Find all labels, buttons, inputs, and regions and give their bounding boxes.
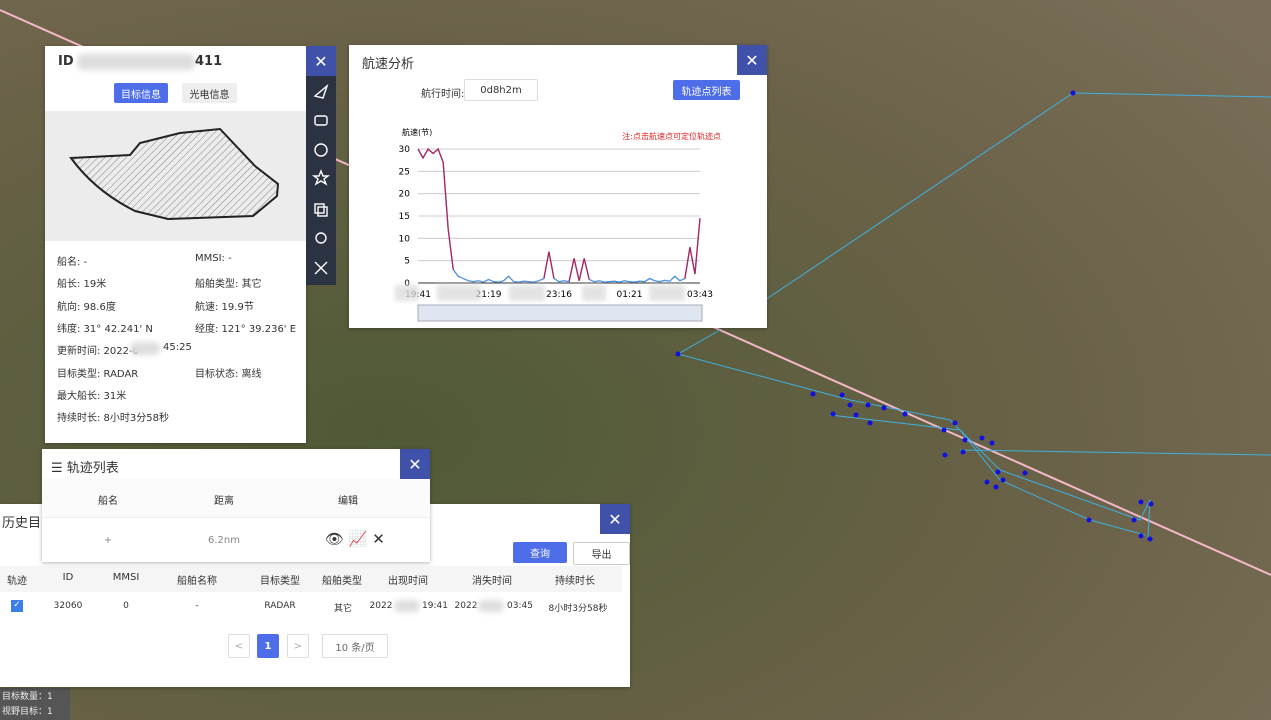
field: MMSI: -	[195, 253, 232, 264]
tab-active[interactable]: 目标信息	[114, 83, 168, 103]
next[interactable]: >	[287, 634, 309, 658]
field: 船名: -	[57, 257, 88, 268]
status-text: 视野目标：1	[2, 707, 53, 717]
close-button[interactable]: ✕	[400, 449, 430, 479]
y-tick-label: 30	[399, 145, 411, 155]
toolbar: ✕	[306, 46, 336, 285]
column-header: ID	[62, 572, 74, 583]
blur	[130, 342, 160, 356]
close-button[interactable]: ✕	[600, 504, 630, 534]
header-bg	[0, 566, 622, 592]
cell: 19:41	[422, 601, 448, 611]
close-button[interactable]: ✕	[737, 45, 767, 75]
cell: 8小时3分58秒	[548, 604, 608, 614]
query-button[interactable]: 查询	[513, 542, 567, 563]
y-tick-label: 20	[399, 190, 411, 200]
x-tick-label: 03:43	[687, 290, 713, 300]
blur	[77, 54, 195, 70]
blur	[437, 285, 481, 301]
id-label: ID	[58, 54, 74, 69]
field: 更新时间: 2022-0	[57, 346, 139, 358]
cell: 2022	[369, 601, 393, 611]
field: 目标状态: 离线	[195, 368, 262, 380]
annotation: 注:点击航速点可定位轨迹点	[622, 131, 721, 141]
field: 船舶类型: 其它	[195, 279, 262, 291]
blur	[582, 285, 606, 301]
column-header: 船舶名称	[177, 576, 217, 587]
page[interactable]: 1	[257, 634, 279, 658]
status-text: 目标数量：1	[2, 692, 53, 702]
column-header: 船名	[98, 496, 118, 507]
panel-title: 历史目	[2, 516, 42, 531]
speed-chart: 航速(节)注:点击航速点可定位轨迹点05101520253019:4121:19…	[395, 127, 721, 322]
speed-line	[417, 147, 701, 283]
track-point-button[interactable]: 轨迹点列表	[673, 80, 740, 100]
info-panel: ID 411 目标信息 光电信息船名: - MMSI: - 船长: 19米 船舶类型: 其它…	[45, 46, 306, 443]
x-tick-label: 23:16	[546, 290, 572, 300]
x-tick-label: 01:21	[617, 290, 643, 300]
field: 目标类型: RADAR	[57, 368, 139, 380]
toolbar-icons[interactable]	[306, 76, 336, 285]
panel-title: ☰ 轨迹列表	[51, 461, 119, 476]
column-header: 目标类型	[260, 576, 300, 587]
field: 经度: 121° 39.236' E	[195, 323, 297, 335]
cell: 32060	[53, 601, 83, 611]
field: 纬度: 31° 42.241' N	[57, 323, 153, 335]
zoom-slider	[417, 304, 703, 322]
export-button[interactable]: 导出	[573, 542, 630, 565]
edit-icons[interactable]: 👁 📈 ✕	[325, 530, 385, 548]
column-header: 轨迹	[7, 576, 27, 587]
field: 航向: 98.6度	[57, 301, 116, 313]
column-header: 距离	[214, 496, 234, 507]
prev[interactable]: <	[228, 634, 250, 658]
cell: 2022	[454, 601, 478, 611]
id-tail: 411	[195, 54, 223, 69]
field: 船长: 19米	[57, 279, 107, 291]
column-header: 出现时间	[388, 576, 428, 587]
column-header: 船舶类型	[322, 576, 362, 587]
column-header: MMSI	[112, 572, 140, 583]
y-axis-label: 航速(节)	[402, 127, 432, 137]
cell: 其它	[333, 604, 352, 614]
y-tick-label: 25	[399, 167, 410, 177]
x-tick-label: 21:19	[476, 290, 502, 300]
field: 航速: 19.9节	[195, 301, 254, 313]
page-size[interactable]: 10 条/页	[322, 634, 388, 658]
cell: 6.2nm	[208, 535, 240, 546]
close-button[interactable]: ✕	[306, 46, 336, 76]
cell: -	[195, 601, 199, 611]
status-box: 目标数量：1 视野目标：1	[0, 688, 70, 720]
y-tick-label: 10	[399, 234, 411, 244]
field: 持续时长: 8小时3分58秒	[57, 413, 169, 425]
header-bg	[42, 479, 430, 518]
speed-panel: 航速(节)注:点击航速点可定位轨迹点05101520253019:4121:19…	[349, 45, 767, 328]
blur	[649, 285, 685, 301]
speed-line	[417, 147, 701, 282]
y-tick-label: 0	[404, 279, 410, 289]
blur	[509, 285, 545, 301]
blur	[478, 600, 504, 612]
column-header: 持续时长	[555, 576, 595, 587]
cell: 03:45	[507, 601, 533, 611]
cell: 0	[123, 601, 129, 611]
tab[interactable]: 光电信息	[182, 83, 237, 103]
column-header: 消失时间	[472, 576, 512, 587]
panel-title: 航速分析	[362, 57, 415, 72]
field: 45:25	[163, 342, 192, 354]
duration-label: 航行时间:	[421, 89, 465, 100]
cell: +	[103, 535, 113, 546]
ship-image	[45, 111, 306, 241]
blur	[394, 600, 420, 612]
field: 最大船长: 31米	[57, 390, 127, 402]
cell: RADAR	[264, 601, 296, 611]
duration: 0d8h2m	[464, 79, 538, 101]
track-list-panel: ☰ 轨迹列表 ✕ 船名 距离 编辑 +6.2nm 👁 📈 ✕	[42, 449, 430, 562]
checkbox[interactable]: ✓	[11, 600, 23, 612]
y-tick-label: 5	[404, 257, 410, 267]
column-header: 编辑	[338, 496, 358, 507]
blur	[395, 285, 419, 301]
y-tick-label: 15	[399, 212, 410, 222]
